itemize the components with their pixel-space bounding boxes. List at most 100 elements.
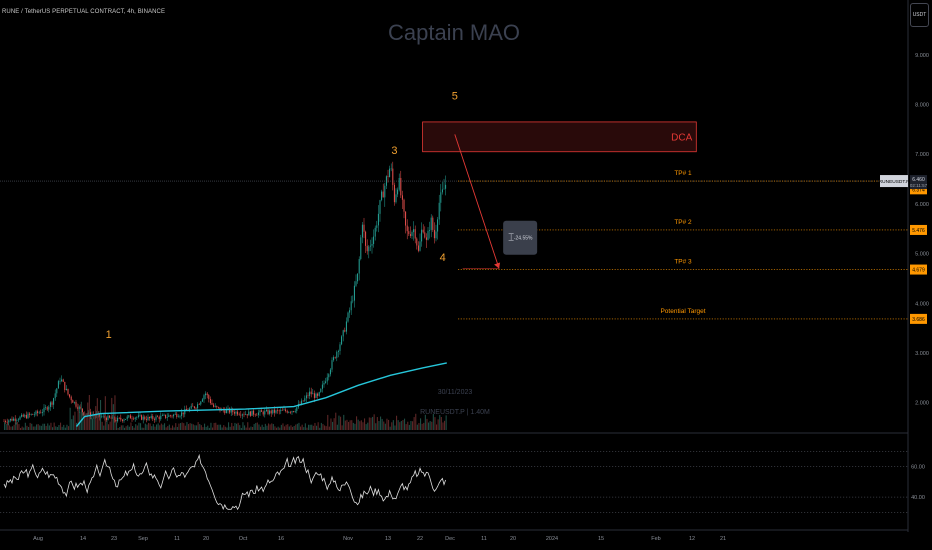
candle-body xyxy=(315,393,317,398)
candle-body xyxy=(369,245,371,247)
candle-body xyxy=(259,410,261,413)
volume-bar xyxy=(66,424,68,430)
candle-body xyxy=(206,393,208,396)
candle-body xyxy=(54,393,56,399)
volume-bar xyxy=(346,419,348,430)
volume-bar xyxy=(400,420,402,430)
candle-body xyxy=(347,312,349,322)
candle-body xyxy=(371,243,373,246)
candle-body xyxy=(288,411,290,413)
volume-bar xyxy=(426,418,428,430)
target-label: TP# 3 xyxy=(674,259,692,266)
volume-bar xyxy=(277,426,279,430)
volume-bar xyxy=(348,421,350,430)
volume-bar xyxy=(287,424,289,430)
volume-bar xyxy=(15,422,17,430)
volume-bar xyxy=(328,426,330,430)
candle-body xyxy=(398,177,400,190)
projection-arrow-line xyxy=(454,134,500,269)
volume-bar xyxy=(133,427,135,430)
rsi-tick-label: 40.00 xyxy=(911,495,925,501)
volume-bar xyxy=(122,425,124,430)
volume-bar xyxy=(168,424,170,430)
candle-body xyxy=(201,399,203,402)
candle-body xyxy=(294,410,296,412)
volume-bar xyxy=(431,421,433,430)
candle-body xyxy=(265,409,267,412)
volume-bar xyxy=(55,426,57,430)
price-tag-text: 6.374 xyxy=(912,187,925,193)
candle-body xyxy=(211,403,213,405)
volume-bar xyxy=(144,423,146,430)
candle-body xyxy=(321,384,323,389)
volume-bar xyxy=(28,426,30,430)
candle-body xyxy=(145,419,147,420)
volume-bar xyxy=(194,425,196,430)
candle-body xyxy=(232,409,234,413)
volume-bar xyxy=(314,422,316,430)
candle-body xyxy=(46,407,48,410)
candle-body xyxy=(174,413,176,415)
candle-body xyxy=(336,351,338,358)
volume-bar xyxy=(336,424,338,430)
volume-bar xyxy=(199,424,201,430)
candle-body xyxy=(414,229,416,239)
candle-body xyxy=(33,414,35,416)
volume-bar xyxy=(80,401,82,430)
volume-bar xyxy=(117,427,119,430)
volume-bar xyxy=(437,419,439,430)
volume-bar xyxy=(109,421,111,430)
candle-body xyxy=(273,409,275,413)
volume-bar xyxy=(416,424,418,430)
candle-body xyxy=(302,400,304,402)
candle-body xyxy=(43,407,45,413)
candle-body xyxy=(17,419,19,421)
volume-bar xyxy=(357,419,359,430)
volume-bar xyxy=(50,422,52,430)
volume-bar xyxy=(5,424,7,430)
volume-bar xyxy=(258,424,260,430)
candle-body xyxy=(344,330,346,332)
volume-bar xyxy=(184,425,186,430)
currency-button[interactable]: USDT xyxy=(910,3,929,27)
time-tick-label: 22 xyxy=(417,536,423,542)
volume-bar xyxy=(402,420,404,430)
volume-bar xyxy=(240,427,242,430)
time-tick-label: 11 xyxy=(481,536,487,542)
candle-body xyxy=(153,418,155,420)
candle-body xyxy=(123,419,125,421)
candle-body xyxy=(313,393,315,398)
volume-bar xyxy=(365,424,367,430)
volume-bar xyxy=(364,418,366,430)
volume-bar xyxy=(415,413,417,430)
wave-label: 1 xyxy=(106,329,112,341)
volume-bar xyxy=(23,427,25,430)
volume-bar xyxy=(77,403,79,430)
candle-body xyxy=(190,405,192,409)
volume-bar xyxy=(7,423,9,430)
candle-body xyxy=(405,211,407,226)
candle-body xyxy=(115,420,117,422)
candle-body xyxy=(137,415,139,418)
candle-body xyxy=(395,194,397,203)
candle-body xyxy=(307,395,309,396)
volume-bar xyxy=(368,417,370,430)
candle-body xyxy=(377,213,379,226)
last-price-tag xyxy=(910,175,927,190)
candle-body xyxy=(195,408,197,409)
volume-bar xyxy=(210,422,212,430)
time-tick-label: 23 xyxy=(111,536,117,542)
candle-body xyxy=(128,415,130,417)
candle-body xyxy=(9,418,11,421)
candle-body xyxy=(152,415,154,419)
candle-body xyxy=(105,417,107,421)
candle-body xyxy=(264,411,266,415)
candle-body xyxy=(109,415,111,418)
candle-body xyxy=(360,237,362,260)
price-tick-label: 5.000 xyxy=(915,252,929,258)
candle-body xyxy=(120,417,122,420)
candle-body xyxy=(373,236,375,244)
time-tick-label: Oct xyxy=(239,536,248,542)
candle-body xyxy=(422,229,424,233)
